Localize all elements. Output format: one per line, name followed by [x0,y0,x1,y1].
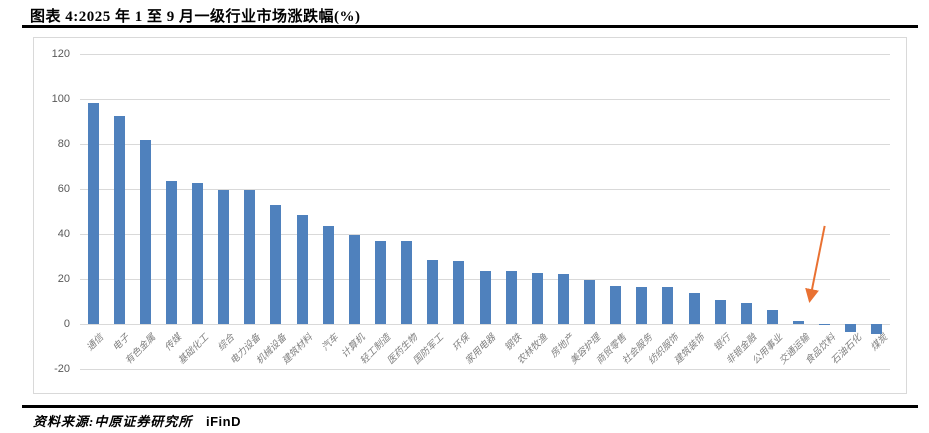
source-note: 资料来源:中原证券研究所 iFinD [33,411,241,430]
bar-非银金融 [740,302,752,324]
bar-环保 [453,261,465,324]
figure-title: 图表 4:2025 年 1 至 9 月一级行业市场涨跌幅(%) [30,9,361,25]
y-tick-80: 80 [57,138,70,150]
gridline-40 [80,234,890,235]
bar-美容护理 [584,280,596,324]
bar-纺织服饰 [662,287,674,324]
bar-国防军工 [427,259,439,324]
y-tick-120: 120 [51,48,70,60]
bar-钢铁 [505,270,517,324]
bar-轻工制造 [374,241,386,324]
bar-chart: -20 0 20 40 60 80 100 120 通信 电子 有色金属 传媒 基础化工 综合 电力设备机… [33,37,907,394]
bar-汽车 [322,226,334,324]
y-tick-0: 0 [63,318,70,330]
y-tick-40: 40 [57,228,70,240]
bar-农林牧渔 [531,272,543,324]
bar-电力设备 [244,189,256,324]
bar-家用电器 [479,270,491,324]
bar-社会服务 [636,287,648,324]
bar-基础化工 [192,183,204,324]
gridline-0 [80,324,890,325]
bar-传媒 [165,180,177,324]
x-tick-煤炭: 煤炭 [869,332,890,354]
y-tick-20: 20 [57,273,70,285]
bar-电子 [113,115,125,324]
title-divider [22,25,918,28]
gridline-80 [80,144,890,145]
bar-有色金属 [139,139,151,324]
y-tick--20: -20 [54,363,70,375]
bar-医药生物 [401,241,413,324]
bar-交通运输 [793,320,805,324]
bar-煤炭 [871,324,883,334]
bar-银行 [714,299,726,324]
bar-计算机 [348,234,360,324]
gridline--20 [80,369,890,370]
bar-建筑装饰 [688,293,700,324]
bar-商贸零售 [610,285,622,324]
source-brand: iFinD [205,414,241,429]
bar-公用事业 [766,310,778,324]
bar-石油石化 [845,324,857,333]
bar-综合 [218,189,230,324]
source-label: 资料来源:中原证券研究所 [33,414,193,429]
gridline-60 [80,189,890,190]
bar-机械设备 [270,204,282,324]
footer-divider [22,405,918,408]
y-tick-60: 60 [57,183,70,195]
bar-建筑材料 [296,214,308,324]
bar-食品饮料 [819,324,831,326]
x-tick-通信: 通信 [85,332,106,354]
bar-通信 [87,103,99,324]
gridline-120 [80,54,890,55]
y-tick-100: 100 [51,93,70,105]
bar-房地产 [557,273,569,324]
gridline-100 [80,99,890,100]
